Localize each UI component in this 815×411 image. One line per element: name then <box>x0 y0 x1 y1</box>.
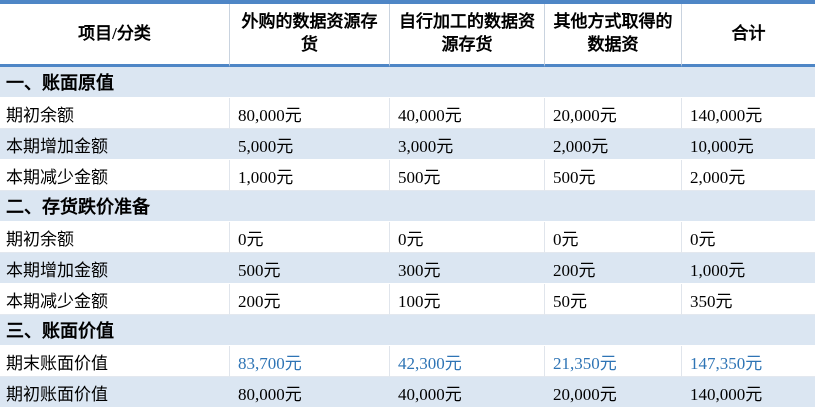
cell-value: 2,000元 <box>545 129 682 160</box>
table-row: 期初余额 0元 0元 0元 0元 <box>0 222 815 253</box>
row-label: 本期减少金额 <box>0 284 230 315</box>
cell-value: 0元 <box>390 222 545 253</box>
cell-value: 40,000元 <box>390 377 545 408</box>
section-title-row: 一、账面原值 <box>0 67 815 98</box>
section-title-row: 三、账面价值 <box>0 315 815 346</box>
cell-value: 0元 <box>682 222 815 253</box>
table-row: 期初账面价值 80,000元 40,000元 20,000元 140,000元 <box>0 377 815 408</box>
header-row: 项目/分类 外购的数据资源存货 自行加工的数据资源存货 其他方式取得的数据资 合… <box>0 4 815 67</box>
cell-value: 1,000元 <box>230 160 390 191</box>
cell-value: 0元 <box>545 222 682 253</box>
table-row: 期末账面价值 83,700元 42,300元 21,350元 147,350元 <box>0 346 815 377</box>
section-title: 三、账面价值 <box>0 315 815 346</box>
cell-value: 42,300元 <box>390 346 545 377</box>
column-header-other-means: 其他方式取得的数据资 <box>545 4 682 67</box>
cell-value: 500元 <box>230 253 390 284</box>
column-header-item-category: 项目/分类 <box>0 4 230 67</box>
row-label: 本期增加金额 <box>0 253 230 284</box>
column-header-purchased: 外购的数据资源存货 <box>230 4 390 67</box>
cell-value: 80,000元 <box>230 377 390 408</box>
cell-value: 147,350元 <box>682 346 815 377</box>
table-row: 本期增加金额 500元 300元 200元 1,000元 <box>0 253 815 284</box>
section-title-row: 二、存货跌价准备 <box>0 191 815 222</box>
row-label: 本期减少金额 <box>0 160 230 191</box>
table-row: 本期减少金额 200元 100元 50元 350元 <box>0 284 815 315</box>
cell-value: 100元 <box>390 284 545 315</box>
cell-value: 300元 <box>390 253 545 284</box>
table-row: 本期增加金额 5,000元 3,000元 2,000元 10,000元 <box>0 129 815 160</box>
row-label: 期初余额 <box>0 222 230 253</box>
row-label: 期初账面价值 <box>0 377 230 408</box>
section-title: 一、账面原值 <box>0 67 815 98</box>
cell-value: 140,000元 <box>682 377 815 408</box>
cell-value: 2,000元 <box>682 160 815 191</box>
cell-value: 21,350元 <box>545 346 682 377</box>
cell-value: 500元 <box>545 160 682 191</box>
cell-value: 5,000元 <box>230 129 390 160</box>
cell-value: 200元 <box>230 284 390 315</box>
table-row: 本期减少金额 1,000元 500元 500元 2,000元 <box>0 160 815 191</box>
cell-value: 350元 <box>682 284 815 315</box>
table-row: 期初余额 80,000元 40,000元 20,000元 140,000元 <box>0 98 815 129</box>
row-label: 本期增加金额 <box>0 129 230 160</box>
cell-value: 3,000元 <box>390 129 545 160</box>
cell-value: 20,000元 <box>545 377 682 408</box>
row-label: 期初余额 <box>0 98 230 129</box>
cell-value: 10,000元 <box>682 129 815 160</box>
cell-value: 0元 <box>230 222 390 253</box>
cell-value: 200元 <box>545 253 682 284</box>
cell-value: 1,000元 <box>682 253 815 284</box>
cell-value: 140,000元 <box>682 98 815 129</box>
cell-value: 40,000元 <box>390 98 545 129</box>
column-header-self-processed: 自行加工的数据资源存货 <box>390 4 545 67</box>
cell-value: 50元 <box>545 284 682 315</box>
cell-value: 80,000元 <box>230 98 390 129</box>
cell-value: 500元 <box>390 160 545 191</box>
column-header-total: 合计 <box>682 4 815 67</box>
row-label: 期末账面价值 <box>0 346 230 377</box>
cell-value: 20,000元 <box>545 98 682 129</box>
cell-value: 83,700元 <box>230 346 390 377</box>
section-title: 二、存货跌价准备 <box>0 191 815 222</box>
